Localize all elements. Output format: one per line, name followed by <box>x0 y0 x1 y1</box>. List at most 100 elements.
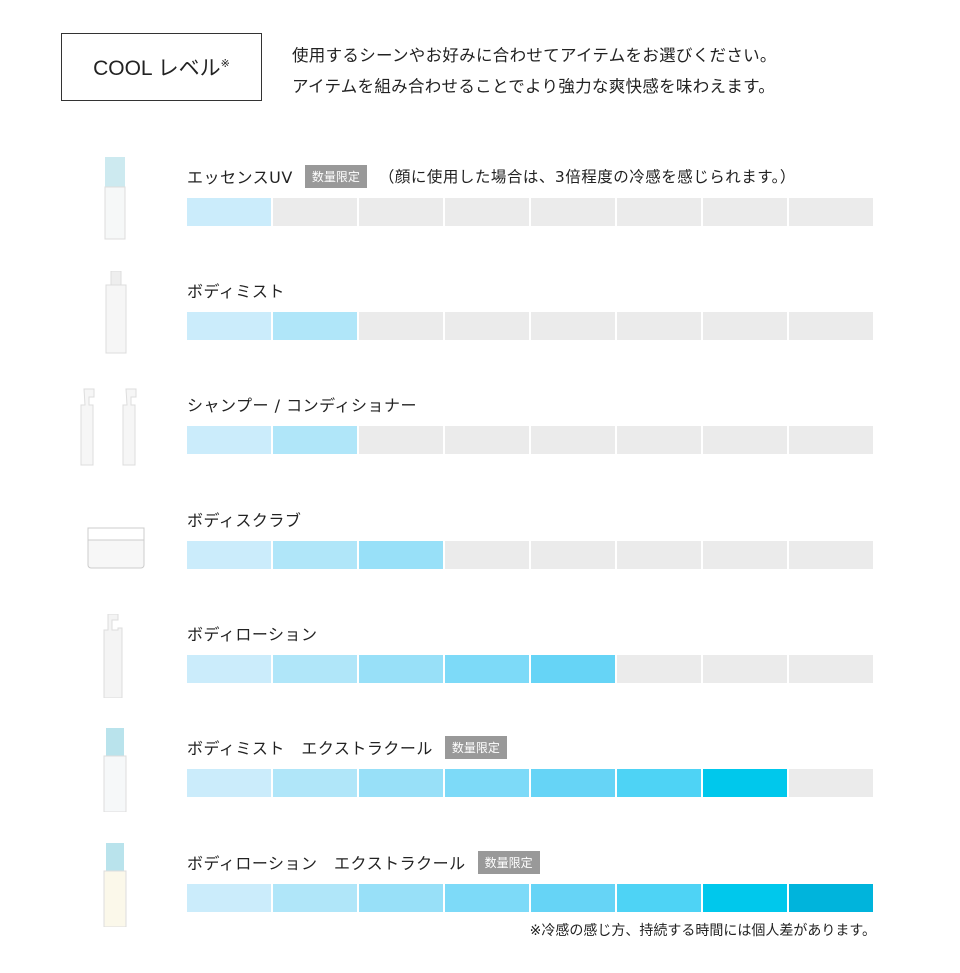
cool-level-segment <box>359 426 443 454</box>
product-name: ボディスクラブ <box>187 511 302 530</box>
cool-level-bar <box>187 312 873 340</box>
limited-badge: 数量限定 <box>444 735 507 759</box>
intro-line-2: アイテムを組み合わせることでより強力な爽快感を味わえます。 <box>292 77 776 96</box>
cool-level-segment <box>187 541 271 569</box>
cool-level-segment <box>359 198 443 226</box>
cool-level-segment <box>187 426 271 454</box>
cool-level-segment <box>359 655 443 683</box>
cool-level-segment <box>617 769 701 797</box>
cool-level-segment <box>273 884 357 912</box>
cool-level-segment <box>187 198 271 226</box>
cool-level-segment <box>445 769 529 797</box>
cool-level-segment <box>187 769 271 797</box>
cool-level-bar <box>187 541 873 569</box>
product-row: ボディローション エクストラクール 数量限定 <box>0 843 960 973</box>
footnote-mark: ※ <box>220 57 230 70</box>
cool-level-segment <box>187 312 271 340</box>
cool-level-segment <box>789 426 873 454</box>
cool-level-bar <box>187 769 873 797</box>
cool-level-segment <box>273 541 357 569</box>
cool-level-bar <box>187 426 873 454</box>
cool-level-segment <box>359 769 443 797</box>
cool-level-segment <box>703 541 787 569</box>
product-label: ボディローション <box>187 621 318 645</box>
product-label: ボディミスト <box>187 278 285 302</box>
cool-level-segment <box>445 655 529 683</box>
cool-level-segment <box>531 884 615 912</box>
limited-badge: 数量限定 <box>304 164 367 188</box>
product-name: エッセンスUV <box>187 168 293 187</box>
cool-level-segment <box>273 769 357 797</box>
cool-level-segment <box>789 884 873 912</box>
product-row: ボディミスト エクストラクール 数量限定 <box>0 728 960 858</box>
footnote: ※冷感の感じ方、持続する時間には個人差があります。 <box>529 923 876 939</box>
cool-level-segment <box>703 312 787 340</box>
cool-level-segment <box>703 655 787 683</box>
cool-level-bar <box>187 884 873 912</box>
product-row: シャンプー / コンディショナー <box>0 388 960 515</box>
cool-level-segment <box>445 541 529 569</box>
product-image-pump-bottles <box>80 388 137 466</box>
product-row: エッセンスUV 数量限定 （顔に使用した場合は、3倍程度の冷感を感じられます。） <box>0 157 960 287</box>
product-label: ボディミスト エクストラクール 数量限定 <box>187 735 507 759</box>
cool-level-segment <box>789 198 873 226</box>
cool-level-segment <box>617 198 701 226</box>
cool-level-segment <box>703 426 787 454</box>
cool-level-segment <box>531 655 615 683</box>
cool-level-segment <box>789 541 873 569</box>
cool-level-segment <box>531 769 615 797</box>
cool-level-segment <box>531 198 615 226</box>
intro-text: 使用するシーンやお好みに合わせてアイテムをお選びください。 アイテムを組み合わせ… <box>292 40 777 102</box>
cool-level-segment <box>617 541 701 569</box>
cool-level-segment <box>273 312 357 340</box>
product-label: ボディスクラブ <box>187 507 301 531</box>
cool-level-segment <box>445 312 529 340</box>
product-image-spray-bottle <box>105 271 127 354</box>
cool-level-segment <box>445 884 529 912</box>
cool-level-segment <box>359 884 443 912</box>
cool-level-segment <box>359 541 443 569</box>
product-image-pump-bottle <box>103 614 123 698</box>
product-row: ボディローション <box>0 614 960 744</box>
cool-level-segment <box>187 884 271 912</box>
cool-level-segment <box>273 426 357 454</box>
product-image-bottle-blue-cap <box>103 728 127 812</box>
cool-level-segment <box>531 541 615 569</box>
cool-level-segment <box>359 312 443 340</box>
product-image-jar <box>87 527 145 569</box>
cool-level-segment <box>703 198 787 226</box>
cool-level-bar <box>187 655 873 683</box>
cool-level-segment <box>445 426 529 454</box>
cool-level-segment <box>445 198 529 226</box>
product-row: ボディスクラブ <box>0 511 960 630</box>
cool-level-label: COOL レベル <box>93 57 221 80</box>
cool-level-segment <box>789 655 873 683</box>
product-name: ボディローション <box>187 625 318 644</box>
cool-level-segment <box>703 769 787 797</box>
product-name: ボディミスト エクストラクール <box>187 739 433 758</box>
product-name: ボディミスト <box>187 282 285 301</box>
product-label: シャンプー / コンディショナー <box>187 392 417 416</box>
cool-level-segment <box>789 769 873 797</box>
product-image-bottle-blue-cap-cream <box>103 843 127 927</box>
product-label: エッセンスUV 数量限定 （顔に使用した場合は、3倍程度の冷感を感じられます。） <box>187 164 796 188</box>
product-image-slim-bottle-blue-cap <box>104 157 126 240</box>
cool-level-segment <box>273 655 357 683</box>
cool-level-segment <box>617 312 701 340</box>
cool-level-segment <box>789 312 873 340</box>
product-name: シャンプー / コンディショナー <box>187 396 417 415</box>
product-name: ボディローション エクストラクール <box>187 854 466 873</box>
product-label: ボディローション エクストラクール 数量限定 <box>187 850 540 874</box>
cool-level-segment <box>617 655 701 683</box>
cool-level-segment <box>187 655 271 683</box>
cool-level-bar <box>187 198 873 226</box>
intro-line-1: 使用するシーンやお好みに合わせてアイテムをお選びください。 <box>292 46 777 65</box>
cool-level-segment <box>617 884 701 912</box>
cool-level-segment <box>531 312 615 340</box>
cool-level-segment <box>531 426 615 454</box>
limited-badge: 数量限定 <box>477 850 540 874</box>
cool-level-segment <box>617 426 701 454</box>
cool-level-segment <box>273 198 357 226</box>
product-row: ボディミスト <box>0 271 960 401</box>
product-note: （顔に使用した場合は、3倍程度の冷感を感じられます。） <box>378 168 796 186</box>
